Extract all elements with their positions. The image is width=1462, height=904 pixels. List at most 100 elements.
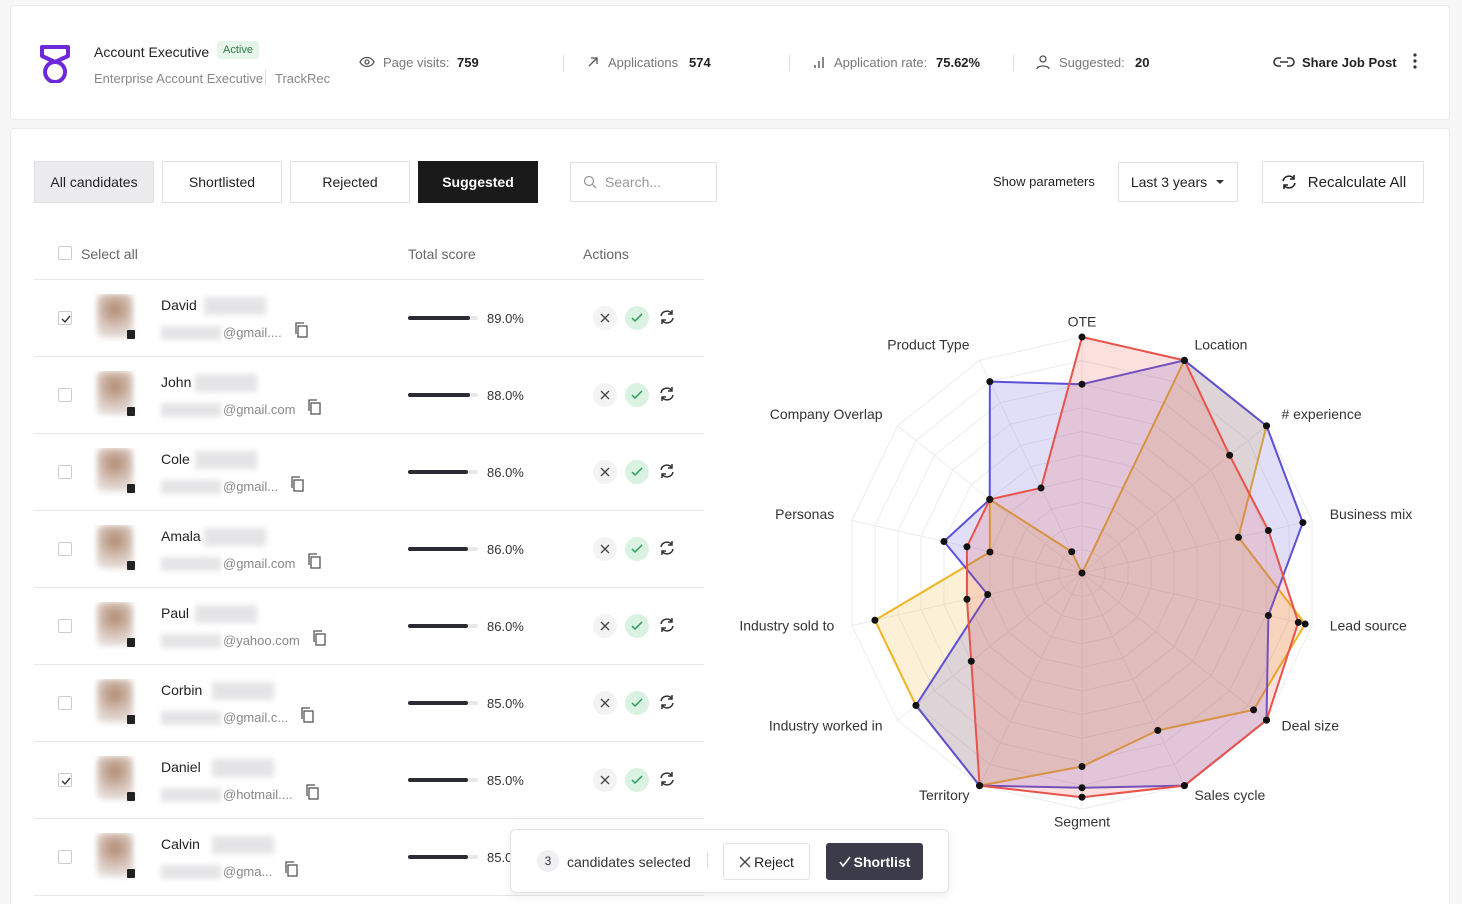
more-menu[interactable] <box>1411 52 1419 70</box>
search-box[interactable]: Search... <box>570 162 717 202</box>
recalculate-action[interactable] <box>658 694 676 710</box>
row-checkbox[interactable] <box>58 619 72 633</box>
select-all-checkbox[interactable] <box>58 246 72 260</box>
reject-action[interactable] <box>593 460 617 484</box>
job-title: Account Executive <box>94 44 210 60</box>
reject-action[interactable] <box>593 306 617 330</box>
recalculate-action[interactable] <box>658 386 676 402</box>
recalculate-button[interactable]: Recalculate All <box>1262 161 1424 203</box>
row-checkbox[interactable] <box>58 850 72 864</box>
reject-action[interactable] <box>593 383 617 407</box>
data-point <box>963 543 971 551</box>
shortlist-action[interactable] <box>625 614 649 638</box>
period-dropdown[interactable]: Last 3 years <box>1118 162 1238 202</box>
axis-label: Deal size <box>1281 718 1339 734</box>
shortlist-action[interactable] <box>625 691 649 715</box>
separator <box>563 55 564 71</box>
shortlist-action[interactable] <box>625 306 649 330</box>
data-point <box>1078 569 1086 577</box>
row-checkbox[interactable] <box>58 311 72 325</box>
copy-icon[interactable] <box>307 553 322 574</box>
row-checkbox[interactable] <box>58 773 72 787</box>
tab[interactable]: Suggested <box>418 161 538 203</box>
stat-value: 574 <box>689 55 711 70</box>
axis-label: Industry sold to <box>739 617 834 633</box>
data-point <box>963 595 971 603</box>
spoke <box>1081 425 1267 574</box>
reject-label: Reject <box>754 853 794 870</box>
header-divider <box>34 279 704 280</box>
chart-icon <box>814 57 824 68</box>
stat-value: 759 <box>457 55 479 70</box>
score-label: 85.0% <box>487 773 524 788</box>
email: @gmail.c... <box>223 710 289 725</box>
score-label: 86.0% <box>487 465 524 480</box>
radar-chart: OTE Location # experience Business mix Lead … <box>739 314 1412 830</box>
data-point <box>1301 620 1309 628</box>
data-point <box>976 782 984 790</box>
spoke <box>1081 572 1313 627</box>
copy-icon[interactable] <box>290 476 304 497</box>
axis-label: OTE <box>1068 314 1097 330</box>
row-checkbox[interactable] <box>58 388 72 402</box>
link-icon[interactable] <box>1273 55 1295 69</box>
score-track <box>408 547 478 551</box>
score-bar <box>408 778 468 782</box>
job-header: Account Executive Active Enterprise Acco… <box>10 5 1450 120</box>
email: @gmail.com <box>223 556 296 571</box>
data-point <box>1068 548 1076 556</box>
copy-icon[interactable] <box>307 399 322 420</box>
score-track <box>408 470 478 474</box>
blurred-email <box>161 479 221 494</box>
avatar <box>93 294 137 342</box>
copy-icon[interactable] <box>294 322 308 343</box>
recalculate-action[interactable] <box>658 540 676 556</box>
data-point <box>1299 519 1307 527</box>
shortlist-action[interactable] <box>625 460 649 484</box>
row-checkbox[interactable] <box>58 696 72 710</box>
copy-icon[interactable] <box>312 630 326 651</box>
recalculate-action[interactable] <box>658 771 676 787</box>
recalculate-action[interactable] <box>658 617 676 633</box>
row-checkbox[interactable] <box>58 465 72 479</box>
score-bar <box>408 547 469 551</box>
shortlist-action[interactable] <box>625 383 649 407</box>
candidate-name: Amala <box>161 528 201 544</box>
reject-action[interactable] <box>593 768 617 792</box>
shortlist-action[interactable] <box>625 768 649 792</box>
tab[interactable]: All candidates <box>34 161 154 203</box>
score-track <box>408 855 478 859</box>
selected-text: candidates selected <box>567 854 691 870</box>
shortlist-action[interactable] <box>625 537 649 561</box>
separator <box>707 853 708 869</box>
score-label: 85.0% <box>487 696 524 711</box>
copy-icon[interactable] <box>284 861 298 882</box>
data-point <box>1078 793 1086 801</box>
tab[interactable]: Shortlisted <box>162 161 282 203</box>
share-link[interactable]: Share Job Post <box>1302 55 1397 70</box>
reject-action[interactable] <box>593 691 617 715</box>
reject-button[interactable]: Reject <box>723 843 810 880</box>
candidate-name: David <box>161 297 197 313</box>
show-parameters[interactable]: Show parameters <box>993 174 1095 189</box>
blurred-email <box>161 864 221 879</box>
shortlist-button[interactable]: Shortlist <box>826 843 923 880</box>
data-point <box>912 701 920 709</box>
axis-label: Segment <box>1054 814 1110 830</box>
recalculate-label: Recalculate All <box>1307 173 1407 191</box>
recalculate-action[interactable] <box>658 463 676 479</box>
recalculate-action[interactable] <box>658 309 676 325</box>
copy-icon[interactable] <box>300 707 314 728</box>
copy-icon[interactable] <box>305 784 319 805</box>
org: TrackRec <box>275 71 331 86</box>
axis-label: Business mix <box>1330 506 1412 522</box>
reject-action[interactable] <box>593 614 617 638</box>
tab[interactable]: Rejected <box>290 161 410 203</box>
data-point <box>967 657 975 665</box>
candidate-name: John <box>161 374 192 390</box>
reject-action[interactable] <box>593 537 617 561</box>
x-icon <box>739 856 751 867</box>
row-checkbox[interactable] <box>58 542 72 556</box>
spoke <box>1081 519 1313 574</box>
blurred-surname <box>195 374 257 392</box>
